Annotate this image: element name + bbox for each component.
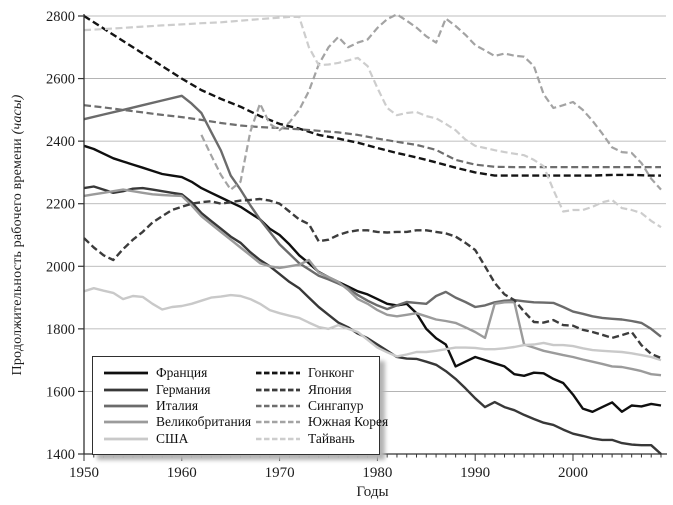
legend-label: Тайвань (308, 430, 355, 446)
y-axis-label: Продолжительность рабочего времени (часы… (10, 94, 25, 376)
x-tick-label-1990: 1990 (460, 465, 490, 481)
legend-swatch-line (104, 388, 148, 391)
legend-swatch-line (256, 437, 300, 440)
x-tick-label-1980: 1980 (362, 465, 392, 481)
legend-label: Южная Корея (308, 414, 389, 430)
legend-swatch-line (256, 421, 300, 424)
x-axis-label: Годы (356, 484, 389, 500)
legend-label: Сингапур (308, 397, 364, 413)
legend-item-Италия: Италия (103, 398, 255, 414)
x-tick-label-1970: 1970 (265, 465, 295, 481)
legend-swatch-line (256, 388, 300, 391)
legend-item-США: США (103, 431, 255, 447)
legend-label: Великобритания (156, 414, 252, 430)
legend-label: Франция (156, 365, 208, 381)
legend-item-Тайвань: Тайвань (255, 431, 388, 447)
x-tick-label-1960: 1960 (167, 465, 197, 481)
legend-label: Япония (308, 381, 352, 397)
x-tick-label-2000: 2000 (558, 465, 588, 481)
legend-swatch-line (104, 437, 148, 441)
legend-item-Великобритания: Великобритания (103, 414, 255, 430)
y-tick-label-2400: 2400 (46, 134, 75, 150)
legend-item-Сингапур: Сингапур (255, 398, 388, 414)
series-line-5 (83, 14, 661, 177)
y-tick-label-1800: 1800 (46, 322, 75, 338)
legend-item-Южная Корея: Южная Корея (255, 414, 388, 430)
series-line-4 (83, 287, 662, 362)
y-tick-label-1400: 1400 (46, 447, 75, 463)
legend-label: Гонконг (308, 365, 354, 381)
series-line-9 (83, 15, 662, 229)
series-line-8 (200, 13, 662, 191)
y-tick-label-2600: 2600 (46, 72, 75, 88)
y-tick-label-2200: 2200 (46, 197, 75, 213)
legend-swatch-line (256, 404, 300, 408)
legend-item-Япония: Япония (255, 382, 388, 398)
legend-swatch-line (104, 404, 148, 408)
legend-swatch-line (104, 421, 148, 424)
legend-item-Франция: Франция (103, 365, 255, 381)
legend-label: Германия (156, 381, 211, 397)
legend-label: США (156, 430, 189, 446)
series-line-3 (83, 188, 662, 377)
y-axis-units: (часы) (10, 94, 25, 135)
legend-swatch-line (104, 371, 148, 375)
series-line-6 (83, 197, 662, 360)
y-tick-label-1600: 1600 (46, 384, 75, 400)
legend-item-Германия: Германия (103, 382, 255, 398)
legend-label: Италия (156, 397, 199, 413)
series-line-1 (83, 185, 662, 455)
series-line-7 (83, 104, 661, 169)
series-line-2 (83, 94, 662, 338)
y-tick-label-2000: 2000 (46, 259, 75, 275)
legend-swatch-line (256, 371, 300, 375)
x-tick-label-1950: 1950 (69, 465, 99, 481)
legend-item-Гонконг: Гонконг (255, 365, 388, 381)
y-tick-label-2800: 2800 (46, 9, 75, 25)
legend-box: Франция Германия Италия Великобритания США Го… (92, 356, 388, 455)
series-line-0 (83, 144, 662, 413)
